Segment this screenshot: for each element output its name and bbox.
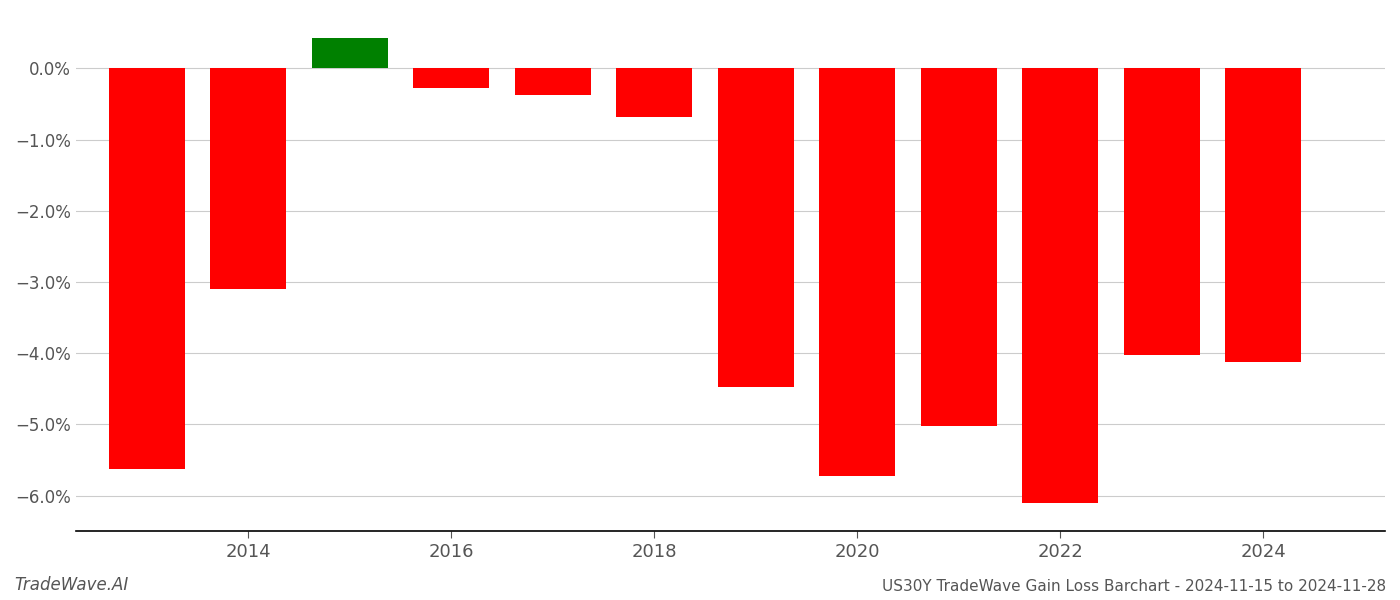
- Bar: [413, 68, 490, 88]
- Bar: [819, 68, 895, 476]
- Bar: [1225, 68, 1301, 362]
- Text: US30Y TradeWave Gain Loss Barchart - 2024-11-15 to 2024-11-28: US30Y TradeWave Gain Loss Barchart - 202…: [882, 579, 1386, 594]
- Bar: [616, 68, 693, 117]
- Bar: [210, 68, 287, 289]
- Bar: [718, 68, 794, 388]
- Bar: [109, 68, 185, 469]
- Bar: [312, 38, 388, 68]
- Bar: [515, 68, 591, 95]
- Bar: [1022, 68, 1098, 503]
- Bar: [921, 68, 997, 426]
- Text: TradeWave.AI: TradeWave.AI: [14, 576, 129, 594]
- Bar: [1124, 68, 1200, 355]
